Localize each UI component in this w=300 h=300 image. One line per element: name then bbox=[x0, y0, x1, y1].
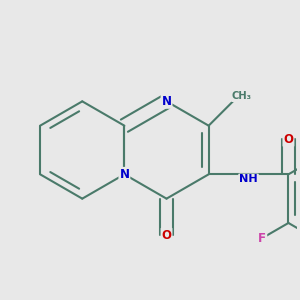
Text: N: N bbox=[119, 168, 129, 181]
Text: CH₃: CH₃ bbox=[232, 91, 252, 101]
Text: O: O bbox=[161, 229, 172, 242]
Text: O: O bbox=[284, 133, 293, 146]
Text: N: N bbox=[161, 95, 172, 108]
Text: F: F bbox=[258, 232, 266, 244]
Text: NH: NH bbox=[239, 174, 258, 184]
